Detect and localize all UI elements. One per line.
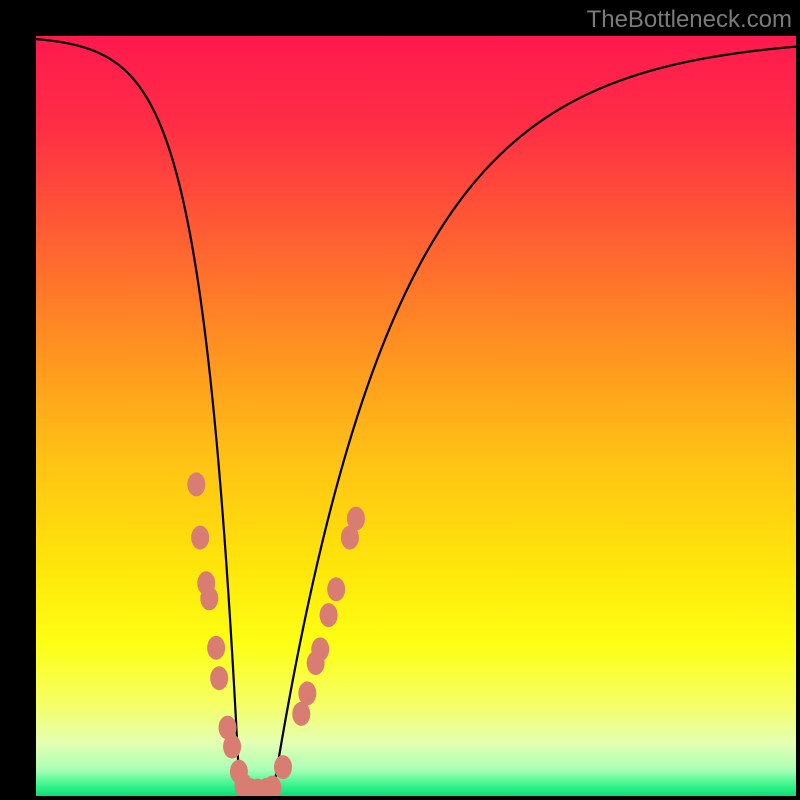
chart-root: TheBottleneck.com: [0, 0, 800, 800]
data-marker: [187, 472, 205, 496]
data-marker: [347, 507, 365, 531]
data-marker: [200, 586, 218, 610]
data-marker: [327, 577, 345, 601]
data-marker: [191, 526, 209, 550]
data-marker: [311, 637, 329, 661]
plot-area: [36, 36, 796, 796]
data-marker: [210, 666, 228, 690]
data-marker: [292, 702, 310, 726]
data-marker: [274, 755, 292, 779]
watermark-text: TheBottleneck.com: [587, 6, 792, 34]
data-marker: [223, 735, 241, 759]
curve-layer: [36, 36, 796, 796]
data-marker: [207, 636, 225, 660]
bottleneck-curve: [36, 39, 796, 792]
data-marker: [320, 603, 338, 627]
data-marker: [298, 681, 316, 705]
